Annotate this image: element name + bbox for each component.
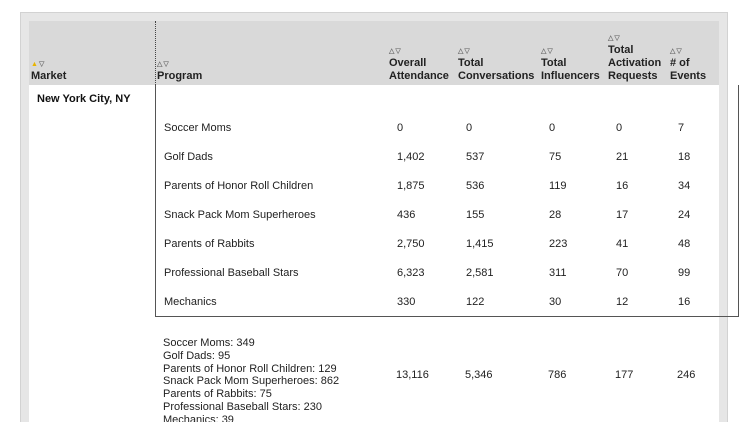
- sort-arrows-icon[interactable]: △▽: [670, 48, 683, 55]
- total-activation: 177: [615, 369, 634, 381]
- attendance-value: 2,750: [397, 238, 425, 250]
- market-name: New York City, NY: [37, 93, 131, 105]
- sort-arrows-icon[interactable]: △▽: [458, 48, 471, 55]
- column-resize-handle[interactable]: [155, 21, 156, 85]
- column-header-activation[interactable]: △▽ Total Activation Requests: [608, 35, 662, 82]
- events-value: 7: [678, 122, 685, 134]
- events-value: 34: [678, 180, 691, 192]
- attendance-value: 1,402: [397, 151, 425, 163]
- summary-program-item: Parents of Honor Roll Children: 129: [163, 362, 337, 375]
- events-value: 18: [678, 151, 691, 163]
- conversations-value: 155: [466, 209, 485, 221]
- column-header-program[interactable]: △▽ Program: [157, 61, 203, 82]
- total-influencers: 786: [548, 369, 567, 381]
- influencers-value: 30: [549, 296, 562, 308]
- program-rows-group: Soccer Moms 0 0 0 0 7 Golf Dads 1,402 53…: [155, 85, 739, 317]
- total-attendance: 13,116: [396, 369, 429, 381]
- activation-value: 70: [616, 267, 629, 279]
- table-row[interactable]: Parents of Rabbits 2,750 1,415 223 41 48: [156, 237, 738, 266]
- conversations-value: 1,415: [466, 238, 494, 250]
- summary-program-item: Professional Baseball Stars: 230: [163, 400, 322, 413]
- report-panel: ▲▽ Market △▽ Program △▽ Overall Attendan…: [20, 12, 739, 422]
- attendance-value: 436: [397, 209, 416, 221]
- program-name: Mechanics: [164, 296, 217, 308]
- column-header-events[interactable]: △▽ # of Events: [670, 48, 719, 83]
- attendance-value: 1,875: [397, 180, 425, 192]
- events-value: 24: [678, 209, 691, 221]
- table-row[interactable]: Snack Pack Mom Superheroes 436 155 28 17…: [156, 208, 738, 237]
- summary-program-list: Soccer Moms: 349 Golf Dads: 95 Parents o…: [163, 337, 339, 422]
- column-header-attendance[interactable]: △▽ Overall Attendance: [389, 48, 449, 82]
- table-row[interactable]: Mechanics 330 122 30 12 16: [156, 295, 738, 324]
- attendance-value: 330: [397, 296, 416, 308]
- table-row[interactable]: Parents of Honor Roll Children 1,875 536…: [156, 179, 738, 208]
- influencers-value: 119: [549, 180, 567, 192]
- influencers-value: 311: [549, 267, 567, 279]
- table-header: ▲▽ Market △▽ Program △▽ Overall Attendan…: [29, 21, 719, 85]
- events-value: 48: [678, 238, 691, 250]
- table-row[interactable]: Professional Baseball Stars 6,323 2,581 …: [156, 266, 738, 295]
- program-name: Parents of Rabbits: [164, 238, 255, 250]
- influencers-value: 0: [549, 122, 556, 134]
- column-header-market[interactable]: ▲▽ Market: [31, 61, 67, 82]
- program-name: Snack Pack Mom Superheroes: [164, 209, 316, 221]
- total-events: 246: [677, 369, 696, 381]
- sort-arrows-icon[interactable]: △▽: [389, 48, 402, 55]
- sort-arrows-icon[interactable]: △▽: [541, 48, 554, 55]
- column-header-influencers[interactable]: △▽ Total Influencers: [541, 48, 600, 82]
- influencers-value: 28: [549, 209, 562, 221]
- attendance-value: 6,323: [397, 267, 425, 279]
- conversations-value: 0: [466, 122, 473, 134]
- table-body: New York City, NY Soccer Moms 0 0 0 0 7 …: [29, 85, 739, 422]
- sort-arrows-icon[interactable]: △▽: [157, 61, 170, 68]
- program-name: Golf Dads: [164, 151, 213, 163]
- conversations-value: 122: [466, 296, 485, 308]
- activation-value: 41: [616, 238, 629, 250]
- summary-program-item: Parents of Rabbits: 75: [163, 388, 272, 401]
- table-row[interactable]: Golf Dads 1,402 537 75 21 18: [156, 150, 738, 179]
- attendance-value: 0: [397, 122, 404, 134]
- summary-program-item: Snack Pack Mom Superheroes: 862: [163, 375, 340, 388]
- program-name: Parents of Honor Roll Children: [164, 180, 314, 192]
- program-name: Professional Baseball Stars: [164, 267, 299, 279]
- influencers-value: 223: [549, 238, 568, 250]
- sort-arrows-icon[interactable]: △▽: [608, 35, 621, 42]
- program-name: Soccer Moms: [164, 122, 232, 134]
- activation-value: 12: [616, 296, 629, 308]
- activation-value: 16: [616, 180, 629, 192]
- conversations-value: 536: [466, 180, 485, 192]
- summary-program-item: Golf Dads: 95: [163, 349, 231, 362]
- conversations-value: 2,581: [466, 267, 494, 279]
- events-value: 99: [678, 267, 691, 279]
- total-conversations: 5,346: [465, 369, 493, 381]
- events-value: 16: [678, 296, 691, 308]
- activation-value: 0: [616, 122, 623, 134]
- summary-row: Soccer Moms: 349 Golf Dads: 95 Parents o…: [155, 337, 739, 422]
- column-header-conversations[interactable]: △▽ Total Conversations: [458, 48, 535, 82]
- summary-program-item: Mechanics: 39: [163, 413, 234, 422]
- table-row[interactable]: Soccer Moms 0 0 0 0 7: [156, 121, 738, 150]
- sort-arrows-icon[interactable]: ▲▽: [31, 61, 46, 68]
- activation-value: 17: [616, 209, 629, 221]
- summary-program-item: Soccer Moms: 349: [163, 337, 255, 349]
- activation-value: 21: [616, 151, 629, 163]
- influencers-value: 75: [549, 151, 562, 163]
- conversations-value: 537: [466, 151, 485, 163]
